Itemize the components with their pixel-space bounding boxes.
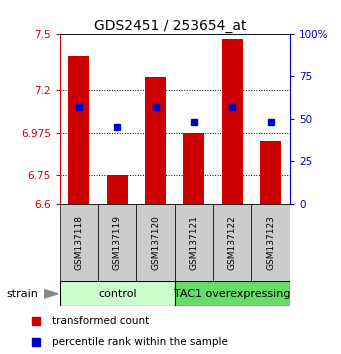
Bar <box>175 204 213 281</box>
Polygon shape <box>44 290 58 298</box>
Bar <box>213 204 251 281</box>
Text: GDS2451 / 253654_at: GDS2451 / 253654_at <box>94 19 247 34</box>
Text: GSM137120: GSM137120 <box>151 215 160 270</box>
Bar <box>145 77 166 204</box>
Text: GSM137119: GSM137119 <box>113 215 122 270</box>
Text: strain: strain <box>7 289 39 299</box>
Text: TAC1 overexpressing: TAC1 overexpressing <box>174 289 291 299</box>
Bar <box>98 204 136 281</box>
Text: GSM137122: GSM137122 <box>228 215 237 270</box>
Bar <box>251 204 290 281</box>
Bar <box>222 39 243 204</box>
Bar <box>68 56 89 204</box>
Text: control: control <box>98 289 136 299</box>
Bar <box>175 281 290 306</box>
Bar <box>183 133 205 204</box>
Text: transformed count: transformed count <box>51 316 149 326</box>
Text: GSM137118: GSM137118 <box>74 215 83 270</box>
Bar <box>260 141 281 204</box>
Bar <box>107 175 128 204</box>
Bar <box>60 204 98 281</box>
Bar <box>60 281 175 306</box>
Text: GSM137121: GSM137121 <box>190 215 198 270</box>
Text: GSM137123: GSM137123 <box>266 215 275 270</box>
Text: percentile rank within the sample: percentile rank within the sample <box>51 337 227 347</box>
Bar <box>136 204 175 281</box>
